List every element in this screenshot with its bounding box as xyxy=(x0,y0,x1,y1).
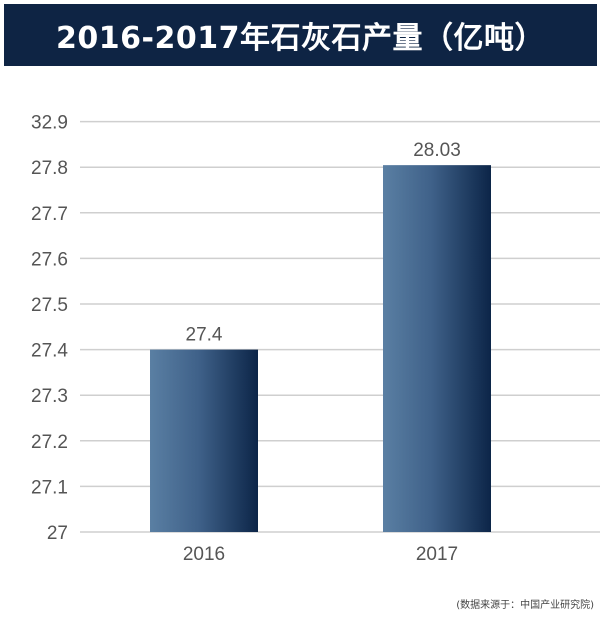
x-tick-label: 2017 xyxy=(416,544,458,565)
y-tick-label: 27.5 xyxy=(31,295,68,316)
y-tick-label: 27.3 xyxy=(31,386,68,407)
data-label: 27.4 xyxy=(186,325,223,346)
y-tick-label: 27.6 xyxy=(31,249,68,270)
data-label: 28.03 xyxy=(413,140,461,161)
y-tick-label: 27.7 xyxy=(31,204,68,225)
source-note: (数据来源于：中国产业研究院) xyxy=(456,600,594,611)
x-tick-label: 2016 xyxy=(183,544,225,565)
y-tick-label: 27.2 xyxy=(31,432,68,453)
chart-title: 2016-2017年石灰石产量（亿吨） xyxy=(56,21,545,56)
y-tick-label: 27.8 xyxy=(31,158,68,179)
title-banner: 2016-2017年石灰石产量（亿吨） xyxy=(4,4,597,66)
bar-2017 xyxy=(383,165,491,532)
y-tick-label: 32.9 xyxy=(31,113,68,134)
y-tick-label: 27.1 xyxy=(31,477,68,498)
y-tick-label: 27 xyxy=(47,523,68,544)
y-tick-label: 27.4 xyxy=(31,341,68,362)
bar-2016 xyxy=(150,349,258,532)
